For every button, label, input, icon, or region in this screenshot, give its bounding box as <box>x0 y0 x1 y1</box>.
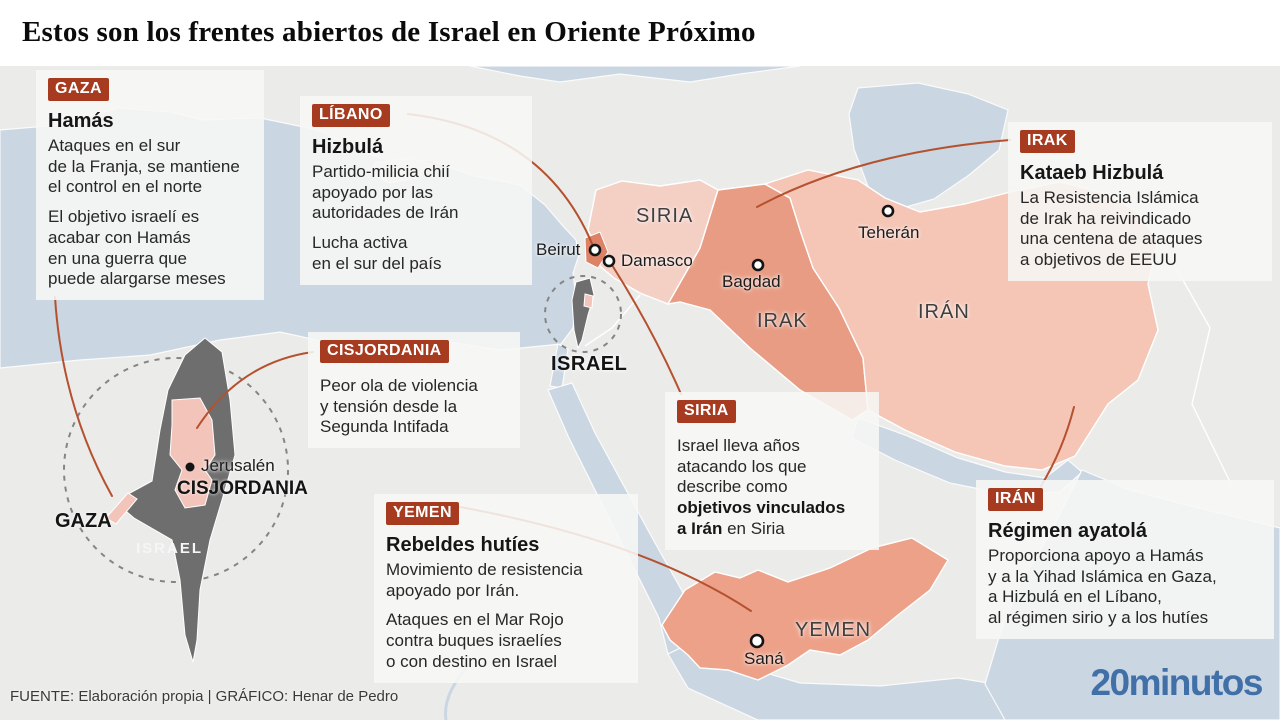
callout-iran-body1: Proporciona apoyo a Hamás y a la Yihad I… <box>988 546 1217 628</box>
callout-siria-body-bold: objetivos vinculados a Irán <box>677 498 846 538</box>
callout-siria: SIRIA Israel lleva años atacando los que… <box>665 392 879 550</box>
inset-westbank-shape <box>169 397 216 509</box>
black-sea <box>469 66 801 83</box>
callout-iran-tag: IRÁN <box>988 488 1043 511</box>
source-credit: FUENTE: Elaboración propia | GRÁFICO: He… <box>10 688 399 705</box>
inset-circle <box>63 357 289 583</box>
callout-yemen-tag: YEMEN <box>386 502 459 525</box>
callout-siria-body-pre: Israel lleva años atacando los que descr… <box>677 436 807 497</box>
country-label-irak: IRAK <box>757 310 808 332</box>
inset-gaza-shape <box>105 492 138 525</box>
westbank-shape-small <box>583 293 594 309</box>
connector-cisjordania <box>196 351 314 429</box>
callout-irak-tag: IRAK <box>1020 130 1075 153</box>
callout-siria-body: Israel lleva años atacando los que descr… <box>677 436 867 540</box>
inset-label-jerusalen: Jerusalén <box>201 456 275 475</box>
jerusalen-dot <box>185 462 195 472</box>
callout-cisjordania-body1: Peor ola de violencia y tensión desde la… <box>320 376 478 437</box>
connector-gaza <box>54 296 113 497</box>
connector-siria <box>611 264 682 395</box>
callout-gaza: GAZA Hamás Ataques en el sur de la Franj… <box>36 70 264 301</box>
country-label-siria: SIRIA <box>636 205 694 227</box>
header: Estos son los frentes abiertos de Israel… <box>0 0 1280 66</box>
damasco-dot <box>602 254 616 268</box>
callout-gaza-tag: GAZA <box>48 78 109 101</box>
callout-siria-tag: SIRIA <box>677 400 736 423</box>
inset-label-cisjordania: CISJORDANIA <box>177 478 308 499</box>
callout-yemen: YEMEN Rebeldes hutíes Movimiento de resi… <box>374 494 638 683</box>
city-label-damasco: Damasco <box>621 251 693 270</box>
callout-libano-heading: Hizbulá <box>312 136 384 158</box>
city-label-teheran: Teherán <box>858 223 920 242</box>
city-label-bagdad: Bagdad <box>722 272 781 291</box>
callout-siria-body-post: en Siria <box>722 518 785 538</box>
city-label-sana: Saná <box>744 649 784 668</box>
country-label-israel: ISRAEL <box>551 353 628 375</box>
country-label-iran: IRÁN <box>918 301 970 323</box>
callout-gaza-heading: Hamás <box>48 110 114 132</box>
publisher-logo: 20minutos <box>1090 662 1263 703</box>
callout-cisjordania: CISJORDANIA Peor ola de violencia y tens… <box>308 332 520 449</box>
yemen-shape <box>661 537 949 681</box>
border-jordan <box>584 294 641 347</box>
connector-irak <box>756 139 1011 208</box>
teheran-dot <box>881 204 895 218</box>
country-label-yemen: YEMEN <box>795 619 872 641</box>
callout-yemen-heading: Rebeldes hutíes <box>386 534 540 556</box>
bagdad-dot <box>751 258 765 272</box>
sana-dot <box>749 633 765 649</box>
callout-libano: LÍBANO Hizbulá Partido-milicia chií apoy… <box>300 96 532 285</box>
callout-irak-heading: Kataeb Hizbulá <box>1020 162 1164 184</box>
city-label-beirut: Beirut <box>536 240 581 259</box>
callout-libano-tag: LÍBANO <box>312 104 390 127</box>
callout-yemen-body2: Ataques en el Mar Rojo contra buques isr… <box>386 610 564 671</box>
israel-zoom-circle <box>544 275 622 353</box>
callout-irak-body1: La Resistencia Islámica de Irak ha reivi… <box>1020 188 1203 270</box>
callout-libano-body1: Partido-milicia chií apoyado por las aut… <box>312 162 459 223</box>
border-east <box>1174 265 1233 487</box>
connector-iran <box>1040 406 1075 487</box>
beirut-dot <box>588 243 602 257</box>
callout-cisjordania-tag: CISJORDANIA <box>320 340 449 363</box>
callout-iran: IRÁN Régimen ayatolá Proporciona apoyo a… <box>976 480 1274 639</box>
page-title: Estos son los frentes abiertos de Israel… <box>22 16 756 48</box>
callout-gaza-body1: Ataques en el sur de la Franja, se manti… <box>48 136 240 197</box>
callout-iran-heading: Régimen ayatolá <box>988 520 1147 542</box>
callout-libano-body2: Lucha activa en el sur del país <box>312 233 442 273</box>
callout-gaza-body2: El objetivo israelí es acabar con Hamás … <box>48 207 226 289</box>
inset-label-israel: ISRAEL <box>136 540 204 557</box>
callout-irak: IRAK Kataeb Hizbulá La Resistencia Islám… <box>1008 122 1272 281</box>
inset-label-gaza: GAZA <box>55 510 112 532</box>
caspian-sea <box>848 82 1009 210</box>
callout-yemen-body1: Movimiento de resistencia apoyado por Ir… <box>386 560 583 600</box>
